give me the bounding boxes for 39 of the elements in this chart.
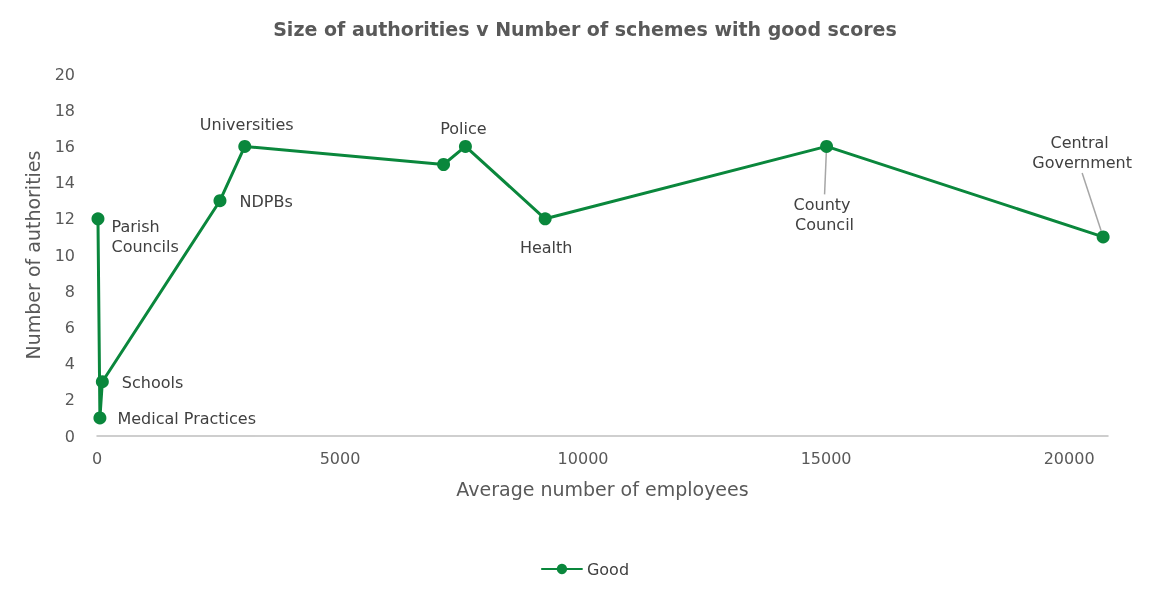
y-tick-label: 0 — [64, 426, 75, 446]
y-tick-label: 20 — [54, 64, 75, 84]
point — [93, 411, 107, 425]
annotation: NDPBs — [239, 192, 293, 212]
legend-label: Good — [586, 559, 630, 579]
annotation: Schools — [121, 373, 184, 393]
y-tick-label: 16 — [54, 136, 75, 156]
chart-title: Size of authorities v Number of schemes with good scores — [273, 17, 897, 40]
y-tick-label: 8 — [64, 281, 75, 301]
x-tick-label: 0 — [91, 448, 103, 468]
annotation: Medical Practices — [117, 409, 257, 429]
y-tick-label: 6 — [64, 317, 75, 337]
x-axis-title: Average number of employees — [456, 477, 749, 500]
point — [458, 139, 472, 153]
y-tick-label: 18 — [54, 100, 75, 120]
point — [95, 375, 109, 389]
y-tick-label: 14 — [54, 173, 75, 193]
x-tick-label: 10000 — [557, 448, 609, 468]
y-tick-label: 4 — [64, 354, 75, 374]
x-tick-label: 15000 — [800, 448, 852, 468]
point — [437, 158, 451, 171]
annotation: Parish Councils — [111, 217, 179, 257]
x-tick-label: 20000 — [1043, 448, 1095, 468]
y-axis-title: Number of authorities — [21, 150, 44, 360]
annotation: Health — [519, 238, 573, 258]
point — [238, 139, 252, 153]
annotation: Universities — [199, 114, 294, 134]
y-tick-label: 2 — [64, 390, 75, 410]
point — [538, 212, 552, 226]
point — [213, 194, 227, 208]
x-tick-label: 5000 — [319, 448, 361, 468]
point — [1096, 230, 1110, 244]
annotation: Central Government — [1032, 133, 1133, 173]
point — [91, 212, 105, 226]
point — [820, 139, 834, 153]
annotation: County Council — [793, 194, 856, 234]
y-tick-label: 12 — [54, 209, 75, 229]
annotation: Police — [440, 118, 487, 138]
y-tick-label: 10 — [54, 245, 75, 265]
